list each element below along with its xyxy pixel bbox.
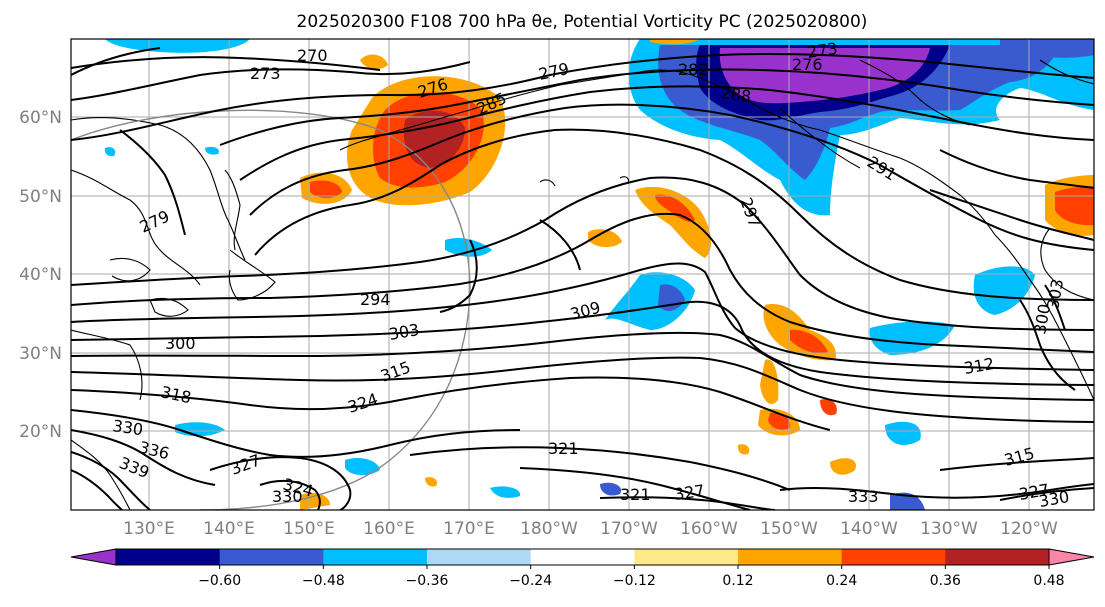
contour-label: 282 [678,60,709,79]
contour-label: 273 [806,39,839,62]
colorbar-tick-label: 0.12 [722,573,753,589]
contour-label: 273 [250,64,281,83]
lon-label: 170°E [443,519,495,539]
contour-label: 330 [111,416,144,439]
lon-label: 130°W [920,519,978,539]
colorbar-segment [116,549,221,565]
lon-label: 150°W [760,519,818,539]
colorbar-segment [738,549,843,565]
contour-label: 330 [272,487,303,506]
lon-label: 160°W [680,519,738,539]
contour-label: 327 [673,481,706,504]
map-panel: 270 273 276 279 282 285 288 273 276 291 … [70,38,1095,511]
colorbar-extend-min [70,548,117,566]
contour-label: 321 [548,439,579,458]
lon-label: 120°W [1000,519,1058,539]
colorbar-tick-label: −0.48 [302,573,345,589]
contour-label: 270 [297,46,328,65]
lon-label: 170°W [600,519,658,539]
lon-label: 150°E [283,519,335,539]
colorbar-segment [323,549,428,565]
latitude-labels: 20°N 30°N 40°N 50°N 60°N [19,108,62,442]
colorbar: −0.60 −0.48 −0.36 −0.24 −0.12 0.12 0.24 0.36 0.4… [70,548,1095,589]
lat-label: 60°N [19,108,62,128]
colorbar-ticks: −0.60 −0.48 −0.36 −0.24 −0.12 0.12 0.24 0.36 0.4… [198,565,1065,589]
colorbar-segment [841,549,946,565]
colorbar-segment [427,549,532,565]
colorbar-extend-max [1048,548,1095,566]
lat-label: 30°N [19,344,62,364]
colorbar-segment [945,549,1050,565]
colorbar-segment [219,549,324,565]
map-frame [70,38,1095,511]
colorbar-tick-label: 0.24 [826,573,857,589]
contour-label: 288 [719,83,752,106]
lon-label: 130°E [123,519,175,539]
contour-label: 333 [848,487,879,506]
theta-e-contours [71,47,1094,510]
colorbar-tick-label: −0.60 [198,573,241,589]
figure-title: 2025020300 F108 700 hPa θe, Potential Vo… [297,12,868,32]
lon-label: 160°E [363,519,415,539]
contour-label: 294 [360,290,391,309]
colorbar-segment [530,549,635,565]
colorbar-frame [115,548,1050,566]
colorbar-tick-label: −0.24 [509,573,552,589]
contour-label: 300 [165,334,196,353]
lat-label: 50°N [19,187,62,207]
contour-label: 276 [792,55,823,74]
colorbar-tick-label: −0.12 [613,573,656,589]
colorbar-tick-label: 0.48 [1033,573,1064,589]
lat-label: 20°N [19,422,62,442]
lon-label: 180°W [520,519,578,539]
lon-label: 140°E [203,519,255,539]
contour-label: 330 [1037,487,1070,511]
contour-label: 321 [620,485,651,504]
contour-labels: 270 273 276 279 282 285 288 273 276 291 … [111,39,1070,511]
lon-label: 140°W [840,519,898,539]
colorbar-segment [634,549,739,565]
lat-label: 40°N [19,265,62,285]
colorbar-segments [70,548,1095,566]
colorbar-tick-label: −0.36 [406,573,449,589]
colorbar-tick-label: 0.36 [930,573,961,589]
longitude-labels: 130°E 140°E 150°E 160°E 170°E 180°W 170°… [123,519,1058,539]
